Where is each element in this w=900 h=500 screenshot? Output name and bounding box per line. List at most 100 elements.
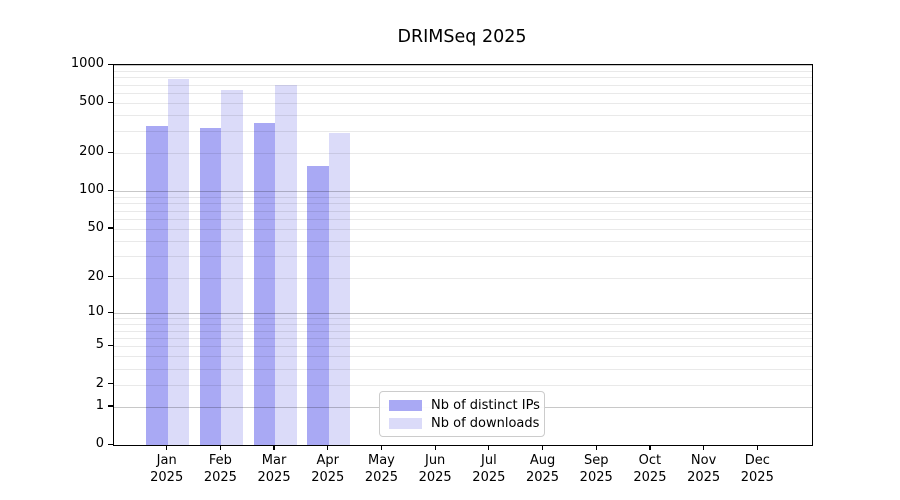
x-tick-month: Oct	[638, 453, 662, 468]
legend-item-label: Nb of distinct IPs	[431, 397, 540, 413]
y-tick-label: 100	[79, 182, 104, 198]
major-gridline	[114, 65, 812, 66]
minor-gridline	[114, 384, 812, 386]
y-tick-label: 200	[79, 144, 104, 160]
x-tick-label: Jun 2025	[407, 452, 463, 486]
legend-swatch	[389, 399, 422, 411]
x-tick-year: 2025	[579, 470, 613, 485]
x-tick-year: 2025	[364, 470, 398, 485]
y-tick-label: 20	[87, 268, 104, 284]
x-tick-month: Jul	[481, 453, 497, 468]
legend-item: Nb of distinct IPs	[380, 398, 544, 413]
minor-gridline	[114, 196, 812, 198]
y-tick	[108, 101, 113, 103]
y-tick	[108, 227, 113, 229]
x-tick-label: Dec 2025	[729, 452, 785, 486]
major-gridline	[114, 191, 812, 193]
x-tick-month: Dec	[744, 453, 770, 468]
minor-gridline	[114, 70, 812, 72]
x-tick	[219, 445, 222, 450]
bar-downloads-feb	[221, 89, 243, 445]
minor-gridline	[114, 84, 812, 86]
y-tick	[108, 276, 113, 278]
minor-gridline	[114, 210, 812, 212]
y-tick	[108, 311, 113, 313]
y-tick-label: 50	[87, 219, 104, 235]
minor-gridline	[114, 93, 812, 95]
minor-gridline	[114, 368, 812, 370]
minor-gridline	[114, 218, 812, 220]
x-tick-label: Feb 2025	[192, 452, 248, 486]
x-tick-year: 2025	[633, 470, 667, 485]
x-tick-year: 2025	[472, 470, 506, 485]
x-tick-label: Jul 2025	[461, 452, 517, 486]
legend: Nb of distinct IPs Nb of downloads	[379, 391, 545, 437]
bar-downloads-jan	[167, 79, 190, 445]
y-tick-label: 0	[95, 436, 104, 451]
x-tick-year: 2025	[740, 470, 774, 485]
minor-gridline	[114, 256, 812, 258]
y-tick	[108, 383, 113, 385]
x-tick	[595, 445, 597, 450]
bar-distinct-ips-jan	[146, 125, 168, 445]
legend-item: Nb of downloads	[380, 416, 544, 431]
minor-gridline	[114, 240, 812, 242]
x-tick	[541, 445, 544, 450]
y-tick	[108, 189, 113, 191]
x-tick-year: 2025	[311, 470, 345, 485]
y-tick-label: 10	[87, 304, 104, 320]
minor-gridline	[114, 324, 812, 326]
x-tick	[488, 445, 490, 450]
x-tick	[327, 445, 329, 450]
x-tick-label: Jan 2025	[139, 452, 195, 486]
bar-downloads-mar	[275, 84, 297, 445]
x-tick	[649, 445, 651, 450]
x-tick-year: 2025	[203, 470, 237, 485]
y-tick-label: 2	[95, 375, 104, 391]
legend-swatch	[389, 417, 422, 429]
y-tick	[108, 405, 113, 407]
minor-gridline	[114, 115, 812, 117]
minor-gridline	[114, 330, 812, 332]
x-tick-month: Apr	[316, 453, 340, 468]
x-tick-label: May 2025	[353, 452, 409, 486]
minor-gridline	[114, 228, 812, 230]
x-tick-label: Sep 2025	[568, 452, 624, 486]
y-tick-label: 1	[95, 397, 104, 413]
minor-gridline	[114, 103, 812, 105]
x-tick-label: Apr 2025	[300, 452, 356, 486]
x-tick-year: 2025	[150, 470, 184, 485]
x-tick-month: Feb	[208, 453, 232, 468]
x-tick-year: 2025	[687, 470, 721, 485]
x-tick	[702, 445, 705, 450]
grid-layer	[114, 65, 812, 445]
x-tick-month: Aug	[529, 453, 556, 468]
x-tick-label: Oct 2025	[622, 452, 678, 486]
x-tick-year: 2025	[525, 470, 560, 485]
x-tick-month: Nov	[690, 453, 717, 468]
x-tick	[756, 445, 758, 450]
x-tick-label: Aug 2025	[515, 452, 571, 486]
minor-gridline	[114, 356, 812, 358]
x-tick-year: 2025	[418, 470, 452, 485]
y-tick-label: 5	[95, 337, 104, 353]
x-tick-month: Jun	[424, 453, 446, 468]
bar-distinct-ips-mar	[253, 122, 276, 445]
y-tick	[108, 63, 113, 65]
x-tick-label: Nov 2025	[676, 452, 732, 486]
x-tick	[166, 445, 168, 450]
major-gridline	[114, 313, 812, 315]
x-tick-label: Mar 2025	[246, 452, 302, 486]
x-tick	[380, 445, 383, 450]
x-tick-month: May	[368, 453, 395, 468]
minor-gridline	[114, 318, 812, 320]
x-tick-month: Mar	[261, 453, 287, 468]
minor-gridline	[114, 153, 812, 155]
minor-gridline	[114, 277, 812, 279]
bar-downloads-apr	[328, 132, 351, 445]
y-tick	[108, 443, 113, 445]
minor-gridline	[114, 346, 812, 348]
